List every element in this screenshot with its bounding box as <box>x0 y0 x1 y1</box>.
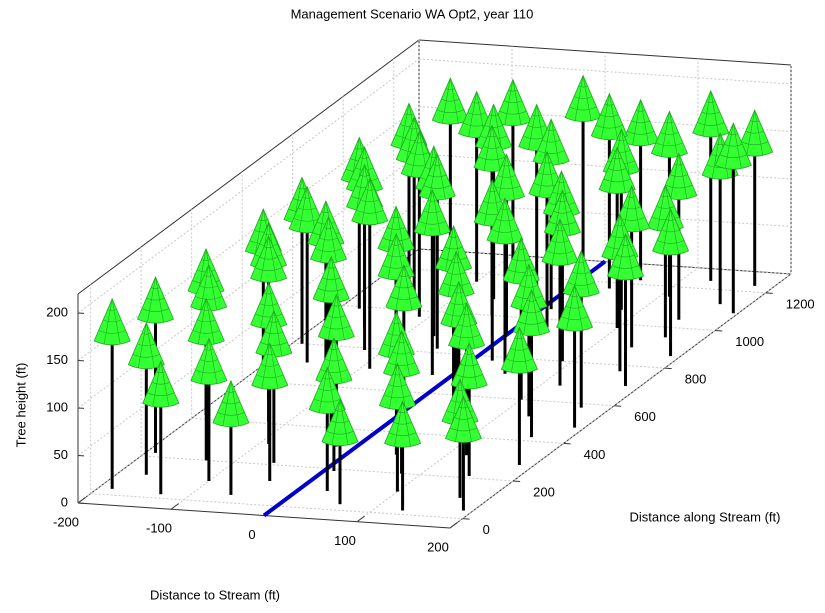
y-tick-label: 1000 <box>735 334 764 349</box>
y-tick-label: 800 <box>685 372 707 387</box>
chart: Management Scenario WA Opt2, year 110 Di… <box>0 0 825 608</box>
y-tick <box>513 481 520 482</box>
x-axis-label: Distance to Stream (ft) <box>150 587 280 602</box>
y-tick <box>665 368 672 369</box>
z-tick-label: 100 <box>46 399 68 414</box>
chart-title: Management Scenario WA Opt2, year 110 <box>291 6 534 21</box>
x-tick-label: -100 <box>146 521 172 536</box>
x-tick-label: -200 <box>53 514 79 529</box>
y-tick-label: 400 <box>584 447 606 462</box>
z-tick-label: 200 <box>46 304 68 319</box>
y-tick-label: 1200 <box>786 296 815 311</box>
z-tick-label: 0 <box>61 494 68 509</box>
z-axis-label: Tree height (ft) <box>13 363 28 448</box>
z-tick-label: 50 <box>54 447 68 462</box>
y-tick <box>564 443 571 444</box>
y-tick <box>715 330 722 331</box>
y-tick <box>766 293 773 294</box>
z-tick-label: 150 <box>46 352 68 367</box>
x-tick-label: 200 <box>427 539 449 554</box>
y-tick <box>614 406 621 407</box>
y-tick-label: 600 <box>634 409 656 424</box>
y-tick <box>463 519 470 520</box>
y-axis-label: Distance along Stream (ft) <box>629 509 780 524</box>
y-tick-label: 0 <box>483 522 490 537</box>
x-tick-label: 100 <box>334 533 356 548</box>
x-tick-label: 0 <box>248 527 255 542</box>
y-tick-label: 200 <box>533 484 555 499</box>
